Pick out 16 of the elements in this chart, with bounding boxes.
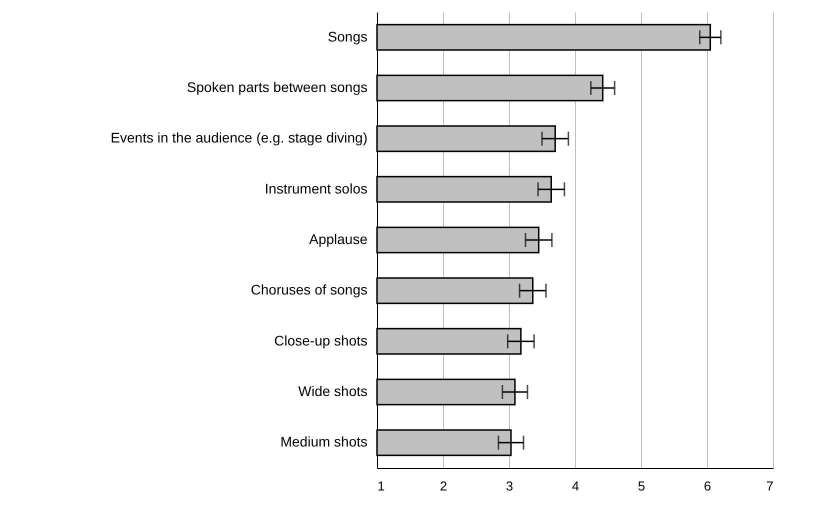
x-tick-label: 3 bbox=[506, 478, 514, 494]
y-tick-label: Medium shots bbox=[280, 434, 368, 450]
y-tick-label: Choruses of songs bbox=[250, 282, 368, 298]
y-tick-label: Spoken parts between songs bbox=[186, 79, 368, 95]
y-tick-label: Events in the audience (e.g. stage diving) bbox=[110, 130, 368, 146]
y-tick-label: Instrument solos bbox=[264, 180, 368, 196]
y-tick-label: Applause bbox=[309, 231, 368, 247]
x-tick-label: 4 bbox=[572, 478, 580, 494]
y-tick-label: Wide shots bbox=[298, 383, 368, 399]
x-tick-label: 2 bbox=[440, 478, 448, 494]
y-tick-label: Close-up shots bbox=[274, 332, 368, 348]
y-tick-label: Songs bbox=[328, 28, 368, 44]
x-tick-label: 7 bbox=[766, 478, 774, 494]
x-tick-label: 6 bbox=[704, 478, 712, 494]
x-tick-label: 1 bbox=[378, 478, 385, 494]
x-tick-label: 5 bbox=[638, 478, 646, 494]
